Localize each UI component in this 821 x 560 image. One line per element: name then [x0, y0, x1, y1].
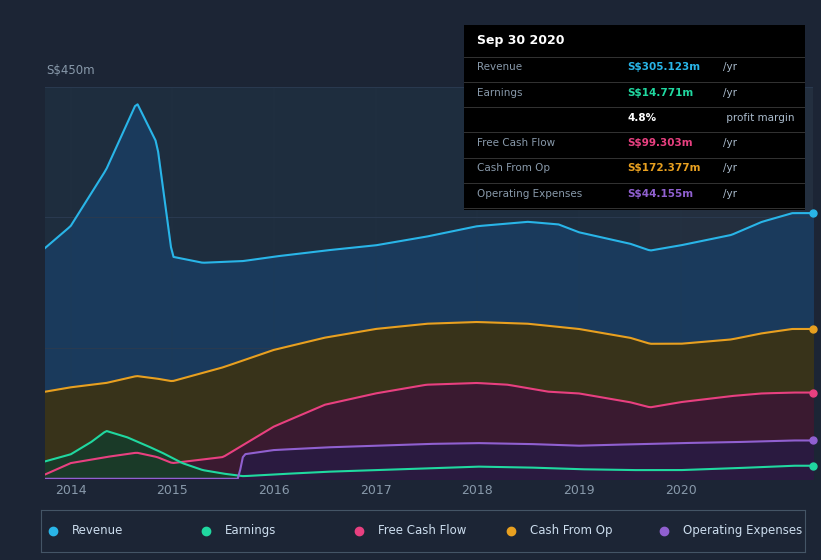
Text: Cash From Op: Cash From Op [530, 524, 613, 537]
Text: S$44.155m: S$44.155m [627, 189, 694, 199]
Text: Cash From Op: Cash From Op [478, 164, 551, 174]
Text: S$0: S$0 [47, 464, 69, 477]
Text: S$14.771m: S$14.771m [627, 88, 694, 97]
Text: /yr: /yr [722, 189, 736, 199]
Bar [640, 87, 821, 479]
Text: /yr: /yr [722, 62, 736, 72]
Text: Revenue: Revenue [72, 524, 124, 537]
Text: S$99.303m: S$99.303m [627, 138, 693, 148]
Text: Free Cash Flow: Free Cash Flow [478, 138, 556, 148]
Text: S$450m: S$450m [47, 64, 95, 77]
Text: /yr: /yr [722, 164, 736, 174]
Text: Operating Expenses: Operating Expenses [683, 524, 802, 537]
Text: /yr: /yr [722, 138, 736, 148]
Text: Free Cash Flow: Free Cash Flow [378, 524, 466, 537]
Text: Earnings: Earnings [225, 524, 277, 537]
Text: /yr: /yr [722, 88, 736, 97]
Text: Earnings: Earnings [478, 88, 523, 97]
Text: Revenue: Revenue [478, 62, 523, 72]
Text: profit margin: profit margin [722, 113, 794, 123]
Text: Operating Expenses: Operating Expenses [478, 189, 583, 199]
Text: 4.8%: 4.8% [627, 113, 657, 123]
Text: S$172.377m: S$172.377m [627, 164, 701, 174]
Text: Sep 30 2020: Sep 30 2020 [478, 34, 565, 48]
Text: S$305.123m: S$305.123m [627, 62, 700, 72]
